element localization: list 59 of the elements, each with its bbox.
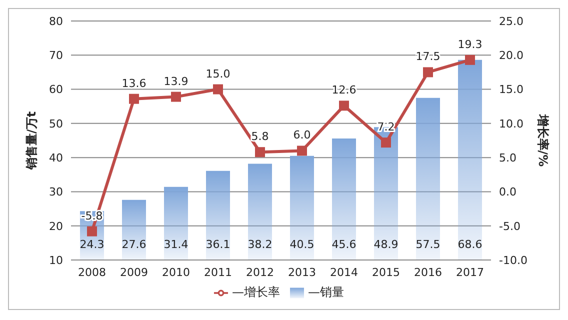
data-label: 12.6 [332,84,356,97]
data-label: 24.3 [80,238,104,251]
data-label: 17.5 [416,50,440,64]
y2-tick-label: 5.0 [499,151,516,164]
data-label: 13.9 [164,74,188,88]
point [423,67,433,78]
x-tick-label: 2014 [330,266,358,279]
data-label: 7.2 [377,120,395,134]
data-label: 6.0 [293,128,311,142]
y2-axis-title: 增长率/% [536,113,550,167]
x-tick-label: 2010 [162,266,190,279]
point [171,92,181,102]
point [297,146,307,156]
data-label: 19.3 [458,38,482,51]
data-label: 48.9 [374,238,398,251]
x-tick-label: 2017 [456,266,484,279]
y-tick-label: 10 [49,254,63,267]
y2-tick-label: 25.0 [499,14,524,28]
data-label: 57.5 [416,238,440,251]
y2-tick-label: -5.0 [499,220,520,233]
data-label: 38.2 [248,238,272,251]
point [129,94,139,104]
y-tick-label: 60 [49,83,63,96]
point [213,84,223,94]
data-label: 40.5 [290,238,314,251]
y-tick-label: 30 [49,186,63,199]
data-label: 31.4 [164,238,188,251]
data-label: 68.6 [458,238,482,251]
x-tick-label: 2008 [78,266,106,279]
data-label: 15.0 [206,67,230,80]
y-axis-title: 销售量/万t [24,111,38,171]
data-label: 5.8 [251,130,269,144]
x-tick-label: 2009 [120,266,148,279]
y-tick-label: 40 [49,151,63,164]
point [87,226,97,236]
y-tick-label: 70 [49,49,63,62]
data-label: 45.6 [332,238,356,251]
x-tick-label: 2012 [246,266,274,279]
y2-tick-label: 15.0 [499,83,524,96]
x-tick-label: 2016 [414,266,442,279]
point [381,138,391,148]
data-label: 36.1 [206,238,230,251]
legend-label: —销量 [308,285,344,299]
x-tick-label: 2013 [288,266,316,279]
x-tick-label: 2011 [204,266,232,279]
y-tick-label: 20 [49,220,63,233]
x-tick-label: 2015 [372,266,400,279]
point [465,54,475,65]
point [255,147,265,158]
y2-tick-label: 20.0 [499,49,524,62]
y2-tick-label: -10.0 [499,254,528,267]
data-label: 27.6 [122,238,146,251]
y2-tick-label: 10.0 [499,117,524,130]
y2-tick-label: 0.0 [499,186,516,199]
y-tick-label: 50 [49,117,63,130]
point [339,100,349,111]
y-tick-label: 80 [49,14,63,28]
data-label: 13.6 [122,76,146,90]
legend-label: —增长率 [232,285,280,299]
